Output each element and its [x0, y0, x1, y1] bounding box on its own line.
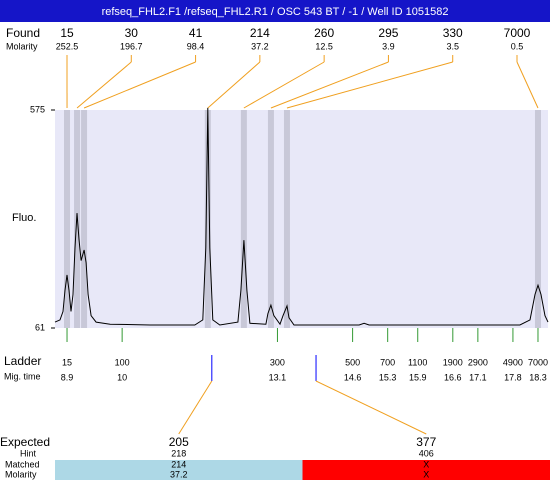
found-sublabel: Molarity [6, 41, 38, 51]
trace [54, 107, 549, 326]
peak-band [81, 110, 88, 328]
peak-band [64, 110, 71, 328]
found-size: 30 [125, 26, 139, 40]
expected-size: 205 [169, 435, 189, 449]
ladder-time: 13.1 [269, 372, 287, 382]
ladder-size: 2900 [468, 357, 488, 367]
peak-connector [207, 61, 261, 109]
hint-label: Hint [20, 448, 37, 458]
expected-connector [315, 380, 427, 435]
peak-connector [243, 61, 325, 109]
found-size: 214 [250, 26, 270, 40]
found-molarity: 252.5 [56, 41, 79, 51]
peak-connector [83, 61, 196, 109]
molarity-value: 37.2 [170, 469, 188, 479]
ladder-time: 18.3 [529, 372, 547, 382]
ladder-time: 17.1 [469, 372, 487, 382]
ladder-sublabel: Mig. time [4, 371, 41, 381]
title: refseq_FHL2.F1 /refseq_FHL2.R1 / OSC 543… [102, 6, 449, 18]
ladder-size: 300 [270, 357, 285, 367]
ladder-size: 1100 [408, 357, 427, 367]
found-molarity: 37.2 [251, 41, 269, 51]
ladder-time: 15.9 [409, 372, 427, 382]
ladder-size: 1900 [443, 357, 463, 367]
found-size: 41 [189, 26, 203, 40]
match-bar [302, 460, 550, 480]
found-molarity: 12.5 [315, 41, 333, 51]
ladder-size: 100 [115, 357, 130, 367]
peak-band [240, 110, 247, 328]
peak-connector [286, 61, 453, 109]
found-molarity: 3.9 [382, 41, 395, 51]
peak-band [534, 110, 541, 328]
matched-value: X [423, 459, 429, 469]
plot-background [55, 110, 548, 328]
expected-label: Expected [0, 435, 50, 449]
peak-band [267, 110, 274, 328]
ladder-size: 7000 [528, 357, 548, 367]
y-tick-label: 61 [35, 322, 45, 332]
found-size: 330 [443, 26, 463, 40]
title-bar [0, 0, 550, 22]
ladder-time: 16.6 [444, 372, 462, 382]
expected-size: 377 [416, 435, 436, 449]
ladder-time: 14.6 [344, 372, 362, 382]
ladder-time: 10 [117, 372, 127, 382]
peak-band [204, 110, 211, 328]
y-label: Fluo. [12, 212, 36, 224]
molarity-label: Molarity [5, 469, 37, 479]
ladder-time: 15.3 [379, 372, 397, 382]
ladder-label: Ladder [4, 354, 41, 368]
matched-label: Matched [5, 459, 40, 469]
expected-connector [178, 380, 213, 435]
found-molarity: 98.4 [187, 41, 205, 51]
y-tick-label: 575 [30, 104, 45, 114]
peak-band [283, 110, 290, 328]
ladder-size: 500 [345, 357, 360, 367]
found-label: Found [6, 26, 40, 40]
found-size: 15 [60, 26, 74, 40]
peak-connector [516, 61, 539, 109]
found-size: 260 [314, 26, 334, 40]
ladder-size: 15 [62, 357, 72, 367]
ladder-time: 17.8 [504, 372, 522, 382]
hint-value: 218 [171, 448, 186, 458]
found-size: 295 [378, 26, 398, 40]
match-bar [55, 460, 303, 480]
found-size: 7000 [504, 26, 531, 40]
ladder-time: 8.9 [61, 372, 74, 382]
peak-connector [76, 61, 132, 109]
hint-value: 406 [419, 448, 434, 458]
matched-value: 214 [171, 459, 186, 469]
found-molarity: 0.5 [511, 41, 524, 51]
found-molarity: 3.5 [446, 41, 459, 51]
found-molarity: 196.7 [120, 41, 143, 51]
ladder-size: 700 [380, 357, 395, 367]
molarity-value: X [423, 469, 429, 479]
peak-connector [270, 61, 389, 109]
ladder-size: 4900 [503, 357, 523, 367]
